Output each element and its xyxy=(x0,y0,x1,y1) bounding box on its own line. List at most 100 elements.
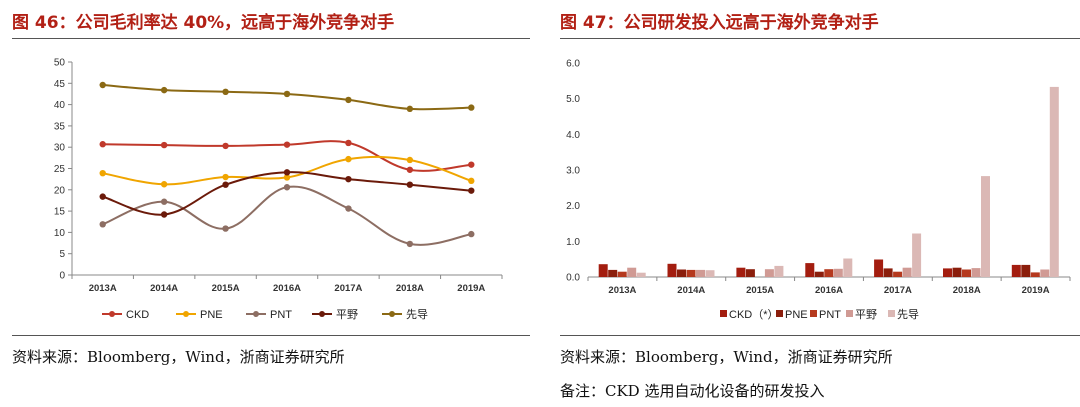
data-point-pnt xyxy=(468,230,475,238)
data-point-hirata xyxy=(283,169,291,176)
legend-marker-pnt xyxy=(253,311,259,317)
x-tick-label: 2016A xyxy=(815,285,843,296)
data-point-pnt xyxy=(160,198,168,205)
x-tick-label: 2019A xyxy=(457,283,485,294)
bar-bar_pne xyxy=(677,269,686,277)
gross-margin-line-chart: 0 5 10 15 20 25 30 35 40 45 50 2013A 2014A 2015A 2016A… xyxy=(54,58,503,321)
bar-bar_pnt xyxy=(686,269,696,277)
bar-bar_pne xyxy=(952,267,962,277)
bar-bar_hirata xyxy=(627,267,637,277)
data-point-pnt xyxy=(283,184,291,191)
legend-swatch-bar_lead xyxy=(888,310,895,317)
bar-bar_pne xyxy=(1021,264,1031,277)
legend-label: 先导 xyxy=(406,308,428,321)
data-point-ckd xyxy=(406,166,414,173)
right-source-rule xyxy=(560,335,1080,336)
data-point-pne xyxy=(222,173,229,181)
right-figure-panel: 图 47：公司研发投入远高于海外竞争对手 0.0 1.0 2.0 3.0 4.0 5.0 6… xyxy=(548,0,1080,407)
y-tick-label: 6.0 xyxy=(566,59,580,70)
y-tick-label: 20 xyxy=(54,185,66,196)
data-point-hirata xyxy=(406,181,414,188)
y-tick-label: 25 xyxy=(54,164,66,175)
y-tick-label: 40 xyxy=(54,100,66,111)
x-tick-label: 2019A xyxy=(1022,285,1050,296)
data-point-leadintelligent xyxy=(345,96,352,104)
data-point-pne xyxy=(283,174,291,181)
data-point-pne xyxy=(406,156,414,164)
y-tick-label: 3.0 xyxy=(566,166,580,177)
data-point-ckd xyxy=(222,142,229,150)
rd-investment-bar-chart: 0.0 1.0 2.0 3.0 4.0 5.0 6.0 2013A 2014A 2015A 2016… xyxy=(566,59,1071,321)
x-tick-label: 2014A xyxy=(150,283,178,294)
x-tick-label: 2018A xyxy=(396,283,424,294)
bar-bar_ckd xyxy=(1011,264,1021,277)
data-point-leadintelligent xyxy=(160,86,168,94)
bar-bar_ckd xyxy=(598,264,608,277)
x-tick-label: 2015A xyxy=(746,285,774,296)
bar-bar_hirata xyxy=(696,269,705,277)
legend-swatch-bar_hirata xyxy=(846,310,853,317)
legend-label: PNT xyxy=(819,309,841,321)
y-tick-label: 45 xyxy=(54,79,66,90)
y-tick-label: 2.0 xyxy=(566,201,580,212)
legend-swatch-bar_pnt xyxy=(810,310,817,317)
data-point-hirata xyxy=(222,181,229,188)
data-point-ckd xyxy=(283,141,291,148)
bar-bar_ckd xyxy=(874,259,884,277)
data-point-leadintelligent xyxy=(222,88,229,96)
y-tick-label: 1.0 xyxy=(566,237,580,248)
data-point-hirata xyxy=(99,193,106,200)
bar-bar_pne xyxy=(745,269,755,277)
bar-bar_hirata xyxy=(833,268,843,277)
data-point-pne xyxy=(160,181,168,188)
legend-label: PNE xyxy=(200,309,223,321)
x-tick-label: 2015A xyxy=(212,283,240,294)
right-figure-title: 图 47：公司研发投入远高于海外竞争对手 xyxy=(560,13,879,33)
y-tick-label: 5 xyxy=(59,249,65,260)
data-point-ckd xyxy=(468,161,475,168)
legend-label: 平野 xyxy=(336,308,358,321)
data-point-leadintelligent xyxy=(468,104,475,111)
x-tick-label: 2017A xyxy=(884,285,912,296)
bar-bar_pnt xyxy=(1030,272,1040,277)
legend-marker-ckd xyxy=(109,311,115,317)
data-point-hirata xyxy=(345,175,352,183)
data-point-ckd xyxy=(345,139,352,147)
legend-marker-hirata xyxy=(319,311,325,317)
data-point-ckd xyxy=(99,141,106,148)
data-point-pnt xyxy=(406,240,414,248)
legend-label: CKD xyxy=(126,309,149,321)
legend-label: CKD（*） xyxy=(729,308,779,321)
x-tick-label: 2016A xyxy=(273,283,301,294)
bar-bar_pne xyxy=(814,271,824,277)
bar-bar_lead xyxy=(636,272,646,277)
bar-bar_hirata xyxy=(971,268,981,277)
legend-marker-leadintelligent xyxy=(389,311,395,317)
bar-bar_lead xyxy=(981,176,990,277)
x-tick-label: 2018A xyxy=(953,285,981,296)
x-tick-label: 2014A xyxy=(677,285,705,296)
right-footnote: 备注：CKD 选用自动化设备的研发投入 xyxy=(560,382,825,400)
left-source-rule xyxy=(12,335,530,336)
y-tick-label: 35 xyxy=(54,121,66,132)
legend-label: 先导 xyxy=(897,308,919,321)
legend-swatch-bar_ckd xyxy=(720,310,727,317)
y-tick-label: 0 xyxy=(59,271,65,282)
right-source-note: 资料来源：Bloomberg，Wind，浙商证券研究所 xyxy=(560,348,893,366)
bar-bar_lead xyxy=(1049,86,1059,278)
series-line-pnt xyxy=(102,185,472,246)
x-tick-label: 2017A xyxy=(334,283,362,294)
y-tick-label: 15 xyxy=(54,207,66,218)
data-point-pne xyxy=(345,155,352,163)
bar-bar_lead xyxy=(843,258,853,277)
y-tick-label: 50 xyxy=(54,58,66,69)
bar-bar_lead xyxy=(912,233,922,277)
y-tick-label: 0.0 xyxy=(566,273,580,284)
left-figure-panel: 图 46：公司毛利率达 40%，远高于海外竞争对手 0 5 10 15 20 25 30 35… xyxy=(0,0,530,407)
bar-bar_pne xyxy=(608,269,618,277)
bar-bar_hirata xyxy=(764,269,774,277)
x-tick-label: 2013A xyxy=(89,283,117,294)
data-point-pne xyxy=(468,177,475,185)
bar-bar_pnt xyxy=(893,271,903,277)
bar-bar_hirata xyxy=(902,267,912,277)
